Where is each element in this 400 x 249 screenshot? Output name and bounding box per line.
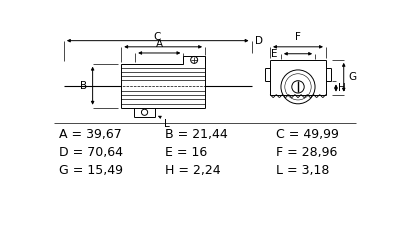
Text: G: G [348, 72, 356, 82]
Text: L: L [164, 119, 170, 129]
Text: H = 2,24: H = 2,24 [165, 164, 220, 177]
Text: H: H [338, 83, 346, 93]
Text: C: C [153, 32, 161, 42]
Text: E = 16: E = 16 [165, 146, 207, 159]
Text: A = 39,67: A = 39,67 [59, 128, 122, 141]
Text: E: E [271, 49, 278, 59]
Text: B = 21,44: B = 21,44 [165, 128, 228, 141]
Text: C = 49,99: C = 49,99 [276, 128, 339, 141]
Text: A: A [156, 39, 163, 49]
Text: G = 15,49: G = 15,49 [59, 164, 123, 177]
Text: D: D [255, 36, 263, 46]
Text: F: F [295, 32, 301, 42]
Text: F = 28,96: F = 28,96 [276, 146, 338, 159]
Text: L = 3,18: L = 3,18 [276, 164, 330, 177]
Text: B: B [80, 81, 87, 91]
Text: D = 70,64: D = 70,64 [59, 146, 123, 159]
